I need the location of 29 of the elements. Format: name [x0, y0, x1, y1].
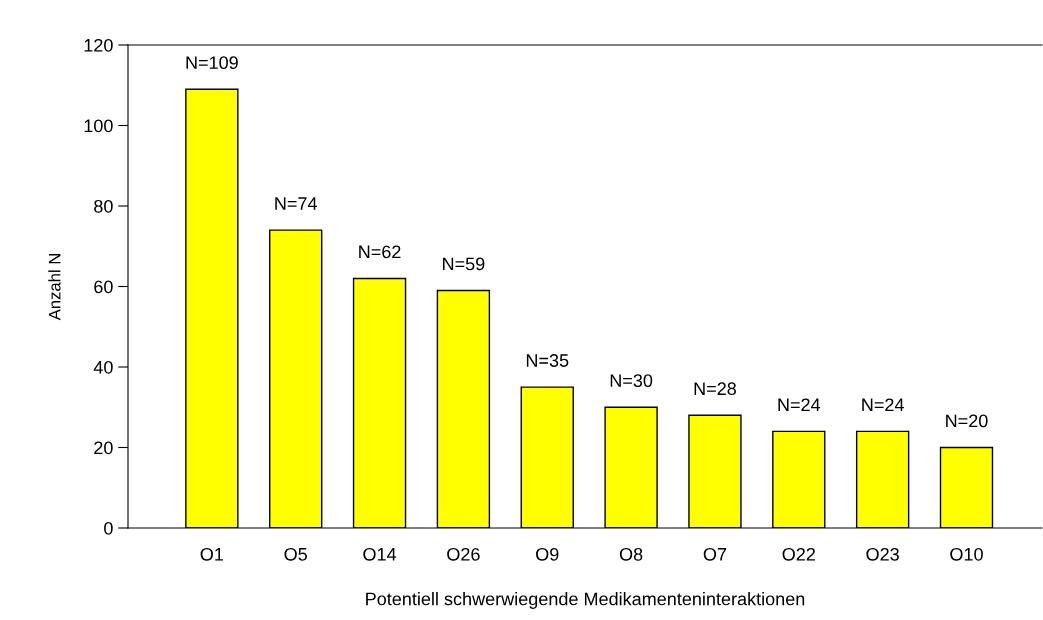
x-tick-label: O26 [447, 547, 480, 561]
x-tick-label: O14 [363, 547, 397, 561]
data-label: N=30 [610, 374, 653, 388]
x-axis-title: Potentiell schwerwiegende Medikamenteninteraktionen [366, 592, 805, 609]
data-label: N=24 [862, 398, 904, 411]
y-tick-label: 0 [104, 521, 113, 535]
y-tick-label: 80 [94, 199, 113, 213]
data-label: N=62 [359, 245, 401, 259]
x-tick-label: O1 [200, 547, 224, 561]
data-label: N=35 [526, 354, 569, 367]
y-tick-label: 120 [84, 38, 113, 52]
x-tick-label: O22 [782, 547, 815, 561]
data-label: N=24 [778, 398, 821, 411]
y-tick-label: 40 [93, 360, 113, 374]
x-tick-label: O10 [950, 547, 983, 561]
data-label: N=28 [694, 382, 736, 396]
data-label: N=109 [186, 56, 238, 70]
x-tick-label: O7 [703, 547, 727, 561]
data-label: N=74 [275, 197, 317, 210]
data-label: N=20 [946, 414, 988, 428]
x-tick-label: O23 [866, 547, 899, 561]
data-label: N=59 [443, 257, 485, 271]
y-tick-label: 60 [94, 280, 113, 294]
y-tick-label: 100 [84, 119, 113, 133]
y-axis-title: Anzahl N [48, 254, 61, 321]
y-tick-label: 20 [94, 441, 113, 455]
x-tick-label: O8 [619, 547, 643, 561]
x-tick-label: O5 [284, 547, 307, 561]
x-tick-label: O9 [536, 547, 559, 561]
